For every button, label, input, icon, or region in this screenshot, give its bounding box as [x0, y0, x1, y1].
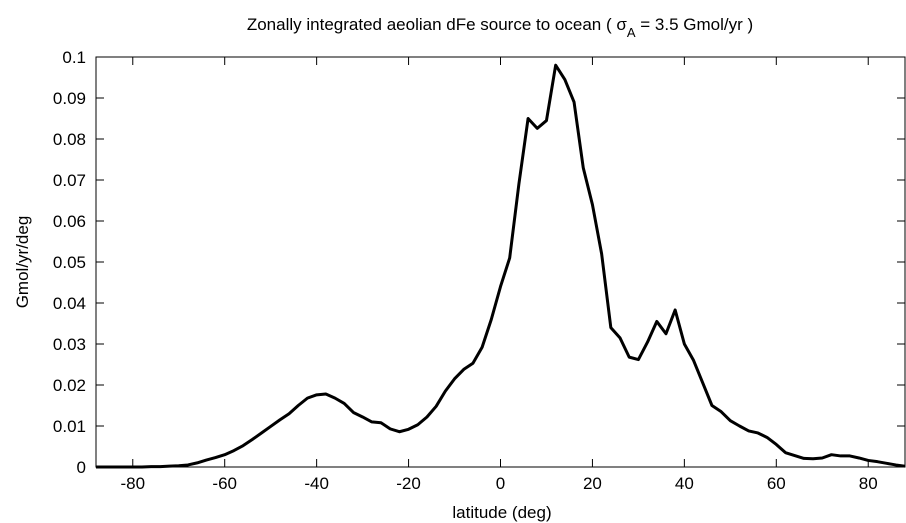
y-tick-label: 0.09: [53, 89, 86, 108]
x-tick-label: -20: [396, 474, 421, 493]
x-tick-label: 80: [859, 474, 878, 493]
x-tick-label: 0: [496, 474, 505, 493]
y-tick-label: 0.08: [53, 130, 86, 149]
y-tick-label: 0.01: [53, 417, 86, 436]
axes-box: [95, 56, 906, 468]
y-tick-label: 0.05: [53, 253, 86, 272]
x-tick-label: 20: [583, 474, 602, 493]
y-tick-label: 0.03: [53, 335, 86, 354]
x-tick-label: 40: [675, 474, 694, 493]
x-tick-label: -60: [212, 474, 237, 493]
y-tick-label: 0.04: [53, 294, 86, 313]
title-text: Zonally integrated aeolian dFe source to…: [247, 15, 628, 34]
chart-title: Zonally integrated aeolian dFe source to…: [247, 15, 753, 40]
x-tick-label: 60: [767, 474, 786, 493]
y-tick-label: 0.1: [62, 48, 86, 67]
x-axis-label: latitude (deg): [452, 503, 551, 522]
title-text: = 3.5 Gmol/yr ): [636, 15, 754, 34]
y-tick-label: 0.02: [53, 376, 86, 395]
y-tick-label: 0.06: [53, 212, 86, 231]
x-tick-label: -80: [120, 474, 145, 493]
y-tick-label: 0: [77, 458, 86, 477]
y-axis-label: Gmol/yr/deg: [13, 216, 32, 309]
title-subscript: A: [627, 25, 636, 40]
data-line: [96, 63, 906, 469]
y-tick-label: 0.07: [53, 171, 86, 190]
x-tick-label: -40: [304, 474, 329, 493]
